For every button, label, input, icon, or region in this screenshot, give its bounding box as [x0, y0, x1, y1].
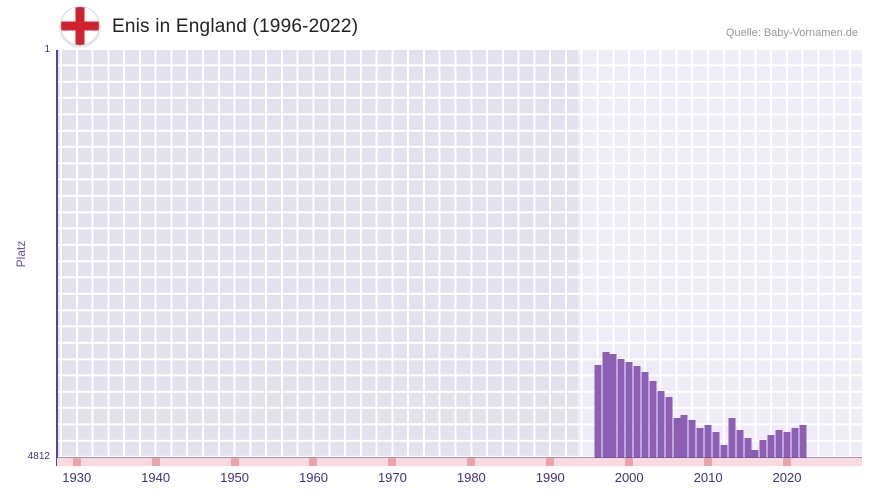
- bar-2002[interactable]: [641, 372, 649, 458]
- bar-2021[interactable]: [791, 428, 799, 458]
- x-tick-label: 1990: [535, 470, 565, 485]
- y-tick-min: 1: [44, 44, 50, 55]
- x-axis-strip: [57, 458, 862, 466]
- x-tick-label: 1940: [141, 470, 171, 485]
- plot-area: [56, 50, 862, 466]
- bar-1997[interactable]: [602, 351, 609, 458]
- bar-2000[interactable]: [625, 362, 633, 458]
- x-tick-label: 2000: [614, 470, 644, 485]
- page-title: Enis in England (1996-2022): [112, 16, 359, 37]
- decade-tick-mark: [230, 458, 239, 466]
- bar-2014[interactable]: [736, 429, 744, 458]
- x-tick-label: 2010: [693, 470, 723, 485]
- bar-2018[interactable]: [767, 434, 775, 458]
- bar-2011[interactable]: [712, 431, 720, 458]
- x-tick-label: 1970: [377, 470, 407, 485]
- y-axis-line: [56, 50, 58, 466]
- x-tick-label: 1930: [62, 470, 92, 485]
- bar-2019[interactable]: [775, 429, 783, 458]
- bar-2004[interactable]: [657, 390, 665, 458]
- bar-2022[interactable]: [799, 424, 807, 458]
- x-tick-label: 1980: [456, 470, 486, 485]
- bar-2009[interactable]: [696, 428, 704, 458]
- decade-tick-mark: [625, 458, 634, 466]
- bar-2008[interactable]: [688, 419, 696, 458]
- flag-cross-horizontal: [61, 21, 99, 31]
- decade-tick-mark: [546, 458, 555, 466]
- x-tick-label: 2020: [772, 470, 802, 485]
- bar-2010[interactable]: [704, 424, 712, 458]
- x-tick-label: 1950: [220, 470, 250, 485]
- bar-2013[interactable]: [728, 417, 736, 458]
- bars-layer: [57, 50, 862, 458]
- source-attribution: Quelle: Baby-Vornamen.de: [725, 27, 858, 39]
- bar-1998[interactable]: [609, 354, 617, 458]
- y-tick-max: 4812: [27, 451, 50, 462]
- bar-2017[interactable]: [759, 440, 767, 458]
- bar-2016[interactable]: [751, 450, 759, 458]
- bar-2006[interactable]: [673, 417, 681, 458]
- x-tick-labels: 1930 1940 1950 1960 1970 1980 1990 2000 2010 2020: [57, 468, 862, 488]
- grid-lines: [57, 50, 862, 458]
- x-axis-line: [57, 457, 862, 458]
- x-tick-label: 1960: [299, 470, 328, 485]
- bar-2015[interactable]: [744, 438, 752, 458]
- y-axis-label: Platz: [14, 240, 28, 268]
- decade-tick-mark: [467, 458, 476, 466]
- bar-2003[interactable]: [649, 380, 657, 458]
- decade-tick-mark: [783, 458, 792, 466]
- decade-tick-mark: [309, 458, 318, 466]
- bar-2012[interactable]: [720, 445, 728, 458]
- decade-tick-mark: [72, 458, 81, 466]
- bar-2007[interactable]: [680, 414, 688, 458]
- decade-tick-mark: [704, 458, 713, 466]
- decade-tick-mark: [388, 458, 397, 466]
- bar-2001[interactable]: [633, 366, 641, 458]
- decade-tick-mark: [151, 458, 160, 466]
- bar-2020[interactable]: [783, 431, 791, 458]
- bar-2005[interactable]: [665, 396, 673, 458]
- bar-1999[interactable]: [617, 358, 625, 458]
- bar-1996[interactable]: [594, 365, 602, 458]
- england-flag-icon: [60, 6, 100, 46]
